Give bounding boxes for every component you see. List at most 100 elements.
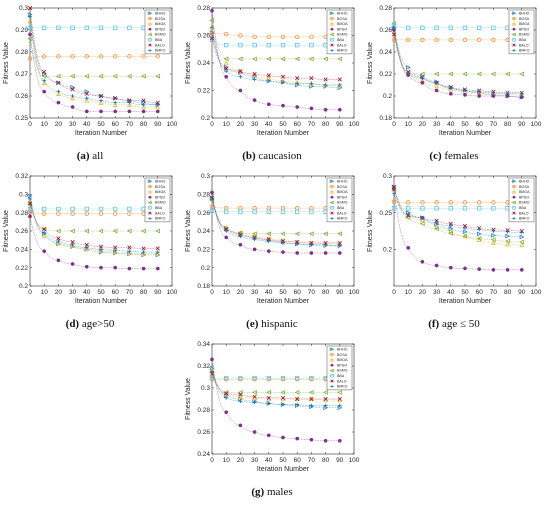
point-g-BMFO-6 (295, 402, 299, 407)
point-c-BMFO-0 (392, 26, 396, 30)
x-tick-label-a-1: 10 (41, 121, 49, 128)
point-d-BPSO-6 (113, 265, 118, 270)
series-line-f-BPSO (393, 189, 522, 271)
point-f-BSMO-2 (419, 221, 425, 227)
point-a-BMOA-8 (141, 104, 146, 110)
x-tick-label-g-3: 30 (251, 457, 259, 464)
point-f-BSMO-5 (462, 233, 468, 239)
x-tick-label-f-7: 70 (490, 289, 498, 296)
caption-b-letter: (b) (242, 150, 256, 162)
point-b-BALO-0 (209, 36, 215, 41)
legend-marker-c-BALO (512, 43, 516, 47)
y-axis-label-a: Fitness Value (3, 42, 10, 84)
point-d-BMOA-3 (70, 243, 75, 248)
point-b-BSMO-4 (266, 56, 271, 62)
point-a-BSMO-0 (27, 36, 33, 42)
x-tick-label-c-10: 100 (531, 121, 542, 128)
y-tick-label-a-2: 0.27 (15, 71, 28, 78)
series-f-BPSO (392, 187, 524, 272)
point-e-BBA-5 (280, 209, 286, 214)
point-e-BSMO-0 (209, 197, 215, 203)
series-line-a-BPSO (29, 34, 158, 112)
x-axis-label-g: Iteration Number (257, 466, 310, 473)
legend-label-d-BSMO: BSMO (155, 201, 166, 205)
point-d-BMFO-7 (127, 249, 132, 253)
legend-marker-f-BBA (512, 206, 516, 210)
point-b-BGSA-0 (209, 30, 215, 35)
legend-marker-g-BPSO (330, 363, 334, 367)
point-b-BBA-2 (238, 42, 243, 48)
x-tick-label-e-3: 30 (251, 289, 259, 296)
x-tick-label-f-5: 50 (461, 289, 469, 296)
point-d-BBA-2 (56, 206, 61, 212)
legend-marker-a-BSMO (147, 32, 152, 37)
caption-e: (e) hispanic (182, 318, 362, 330)
point-b-BBA-4 (266, 42, 271, 48)
point-f-BMFO-6 (477, 227, 481, 232)
legend-label-b-BBA: BBA (337, 38, 345, 42)
point-b-BMFO-5 (281, 80, 285, 85)
point-a-BALO-0 (27, 5, 33, 11)
point-d-BGSA-3 (70, 211, 75, 216)
x-tick-label-d-4: 40 (83, 289, 91, 296)
point-f-BPSO-3 (434, 263, 439, 268)
legend-marker-c-BHHO (512, 11, 517, 16)
legend-label-c-BHHO: BHHO (519, 12, 530, 16)
x-tick-label-c-7: 70 (490, 121, 498, 128)
x-tick-label-d-9: 90 (154, 289, 162, 296)
legend-marker-b-BGSA (330, 16, 334, 21)
legend-label-g-BSMO: BSMO (337, 369, 348, 373)
legend-marker-e-BSMO (329, 200, 334, 205)
point-c-BGSA-3 (434, 37, 439, 43)
point-b-BALO-1 (224, 66, 229, 71)
y-tick-label-d-4: 0.28 (15, 210, 28, 217)
x-tick-label-b-1: 10 (223, 121, 231, 128)
legend-marker-g-BMOA (330, 357, 334, 362)
point-f-BBA-7 (491, 206, 496, 211)
point-c-BALO-1 (406, 69, 411, 74)
x-tick-label-c-1: 10 (405, 121, 413, 128)
point-a-BHHO-3 (70, 84, 76, 90)
point-e-BMFO-5 (281, 241, 285, 245)
point-f-BMOA-4 (448, 228, 454, 234)
y-tick-label-f-2: 0.3 (383, 173, 392, 180)
point-f-BPSO-9 (519, 267, 524, 272)
point-f-BALO-3 (434, 218, 439, 223)
point-f-BSMO-1 (405, 215, 411, 221)
point-b-BPSO-8 (323, 107, 328, 112)
y-tick-label-e-1: 0.2 (201, 265, 210, 272)
series-line-b-BGSA (211, 32, 340, 38)
point-a-BALO-4 (84, 91, 89, 96)
point-b-BMFO-8 (323, 83, 328, 87)
point-f-BHHO-8 (505, 233, 511, 239)
point-f-BSMO-3 (434, 226, 439, 232)
series-line-f-BSMO (393, 190, 522, 243)
caption-a-letter: (a) (76, 150, 90, 162)
point-c-BPSO-7 (491, 94, 496, 98)
point-b-BMFO-0 (210, 25, 214, 30)
x-tick-label-c-6: 60 (476, 121, 484, 128)
point-d-BMOA-7 (127, 250, 132, 256)
point-d-BALO-6 (113, 245, 118, 250)
point-a-BMOA-0 (27, 18, 33, 24)
point-e-BALO-8 (323, 240, 328, 245)
x-tick-label-d-0: 0 (28, 289, 32, 296)
x-tick-label-a-4: 40 (83, 121, 91, 128)
point-a-BALO-5 (98, 93, 104, 99)
point-f-BGSA-3 (434, 200, 439, 205)
point-g-BBA-4 (266, 375, 271, 381)
x-tick-label-g-10: 100 (349, 457, 360, 464)
point-f-BMFO-8 (505, 229, 510, 234)
point-b-BGSA-7 (309, 34, 314, 40)
point-f-BBA-3 (434, 206, 439, 211)
legend-marker-g-BSMO (329, 368, 334, 373)
y-tick-label-f-0: 0.2 (383, 247, 392, 254)
point-e-BSMO-9 (337, 231, 342, 237)
point-d-BPSO-4 (84, 264, 89, 269)
point-e-BPSO-6 (295, 251, 300, 255)
series-c-BMFO (392, 26, 524, 96)
legend-label-c-BMOA: BMOA (519, 22, 530, 26)
x-tick-label-e-8: 80 (322, 289, 330, 296)
point-a-BGSA-9 (155, 54, 160, 59)
point-g-BBA-1 (224, 375, 229, 381)
